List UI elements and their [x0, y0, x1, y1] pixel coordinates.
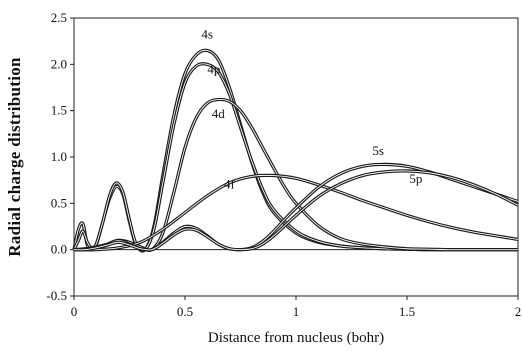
x-tick-label: 0 — [71, 304, 78, 319]
y-tick-label: 2.5 — [51, 10, 67, 25]
series-line-outer — [73, 169, 519, 252]
series-4f — [73, 173, 519, 252]
plot-area — [73, 17, 519, 297]
curve-label-4f: 4f — [224, 177, 236, 192]
x-tick-label: 0.5 — [177, 304, 193, 319]
y-tick-label: 0.5 — [51, 195, 67, 210]
curve-label-5s: 5s — [372, 143, 384, 158]
plot-frame — [73, 17, 519, 297]
series-line-inner — [73, 49, 518, 252]
curve-label-4d: 4d — [212, 106, 226, 121]
series-line-inner — [73, 98, 518, 251]
series-group — [72, 48, 519, 253]
series-line-inner — [73, 170, 519, 251]
y-tick-label: 1.5 — [51, 103, 67, 118]
x-axis-title: Distance from nucleus (bohr) — [208, 330, 384, 346]
y-tick-label: 0.0 — [51, 242, 67, 257]
x-tick-label: 2 — [515, 304, 522, 319]
series-4d — [73, 97, 518, 252]
series-4s — [72, 48, 518, 253]
series-line-inner — [73, 174, 519, 251]
x-tick-label: 1.5 — [399, 304, 415, 319]
x-axis-ticks: 0 0.5 1 1.5 2 — [71, 296, 522, 319]
curve-label-4s: 4s — [201, 26, 213, 41]
curve-label-5p: 5p — [409, 171, 422, 186]
series-line-outer — [73, 173, 519, 252]
series-line-outer — [72, 48, 518, 253]
curve-labels: 4s 4p 4d 4f 5s 5p — [201, 26, 422, 191]
series-line-inner — [73, 63, 518, 251]
y-axis-title: Radial charge distribution — [5, 57, 24, 257]
y-tick-label: 2.0 — [51, 56, 67, 71]
curve-label-4p: 4p — [207, 62, 220, 77]
series-5p — [73, 169, 519, 252]
y-tick-label: 1.0 — [51, 149, 67, 164]
series-line-outer — [72, 62, 518, 253]
y-axis-ticks: -0.5 0.0 0.5 1.0 1.5 2.0 2.5 — [46, 10, 74, 303]
series-4p — [72, 62, 518, 253]
x-tick-label: 1 — [293, 304, 300, 319]
y-tick-label: -0.5 — [46, 288, 67, 303]
